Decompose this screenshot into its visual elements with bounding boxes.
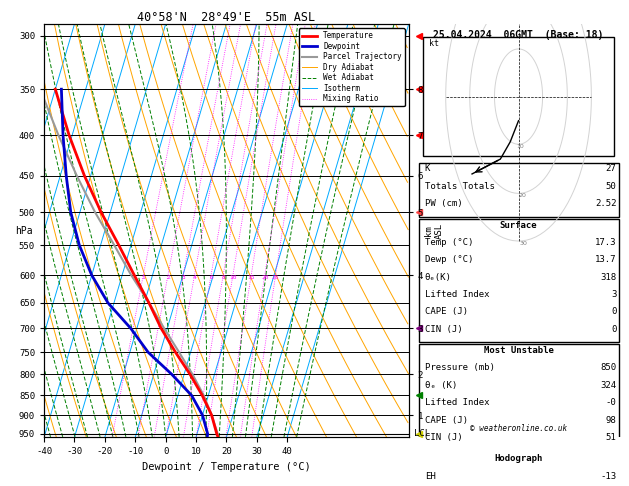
Text: 30: 30 (520, 241, 528, 246)
Text: Lifted Index: Lifted Index (425, 290, 489, 299)
Text: Dewp (°C): Dewp (°C) (425, 255, 473, 264)
Text: 13.7: 13.7 (595, 255, 616, 264)
Text: Totals Totals: Totals Totals (425, 182, 494, 191)
Text: Pressure (mb): Pressure (mb) (425, 364, 494, 372)
Text: 0: 0 (611, 325, 616, 333)
Text: Mixing Ratio (g/kg): Mixing Ratio (g/kg) (430, 233, 440, 328)
Text: 3: 3 (181, 275, 185, 280)
Text: 51: 51 (606, 433, 616, 442)
Text: 98: 98 (606, 416, 616, 424)
Text: EH: EH (425, 472, 435, 481)
Bar (418, 345, 618, 451)
Text: 10: 10 (229, 275, 237, 280)
Text: hPa: hPa (15, 226, 33, 236)
Text: © weatheronline.co.uk: © weatheronline.co.uk (470, 424, 567, 434)
Text: 8: 8 (221, 275, 225, 280)
Text: -13: -13 (600, 472, 616, 481)
Text: CAPE (J): CAPE (J) (425, 307, 468, 316)
Text: θₑ (K): θₑ (K) (425, 381, 457, 390)
Text: CIN (J): CIN (J) (425, 325, 462, 333)
Text: 6: 6 (209, 275, 213, 280)
Text: 318: 318 (600, 273, 616, 281)
Text: 20: 20 (518, 193, 526, 198)
Text: 850: 850 (600, 364, 616, 372)
Text: Most Unstable: Most Unstable (484, 346, 554, 355)
Text: 2: 2 (166, 275, 170, 280)
Bar (418, 163, 618, 217)
Bar (418, 219, 618, 342)
Text: 25.04.2024  06GMT  (Base: 18): 25.04.2024 06GMT (Base: 18) (433, 31, 604, 40)
Y-axis label: km
ASL: km ASL (425, 223, 444, 239)
Text: 0: 0 (611, 307, 616, 316)
Text: Lifted Index: Lifted Index (425, 398, 489, 407)
Text: CIN (J): CIN (J) (425, 433, 462, 442)
Bar (418, 452, 618, 486)
Text: 3: 3 (611, 290, 616, 299)
Text: 324: 324 (600, 381, 616, 390)
Text: Hodograph: Hodograph (494, 454, 543, 463)
Text: LCL: LCL (414, 429, 430, 438)
Text: Temp (°C): Temp (°C) (425, 238, 473, 247)
Text: 15: 15 (247, 275, 255, 280)
Text: 20: 20 (261, 275, 269, 280)
Title: 40°58'N  28°49'E  55m ASL: 40°58'N 28°49'E 55m ASL (137, 11, 315, 24)
Text: -0: -0 (606, 398, 616, 407)
Text: 2.52: 2.52 (595, 199, 616, 208)
Text: Surface: Surface (499, 221, 537, 229)
Text: 1: 1 (142, 275, 145, 280)
X-axis label: Dewpoint / Temperature (°C): Dewpoint / Temperature (°C) (142, 462, 311, 472)
Text: 27: 27 (606, 164, 616, 174)
Text: 4: 4 (192, 275, 196, 280)
Text: kt: kt (429, 39, 439, 48)
Text: 10: 10 (516, 144, 524, 149)
Text: 25: 25 (272, 275, 279, 280)
Text: K: K (425, 164, 430, 174)
Legend: Temperature, Dewpoint, Parcel Trajectory, Dry Adiabat, Wet Adiabat, Isotherm, Mi: Temperature, Dewpoint, Parcel Trajectory… (299, 28, 405, 106)
Bar (423, 37, 615, 156)
Text: 17.3: 17.3 (595, 238, 616, 247)
Text: PW (cm): PW (cm) (425, 199, 462, 208)
Text: CAPE (J): CAPE (J) (425, 416, 468, 424)
Text: θₑ(K): θₑ(K) (425, 273, 452, 281)
Text: 50: 50 (606, 182, 616, 191)
